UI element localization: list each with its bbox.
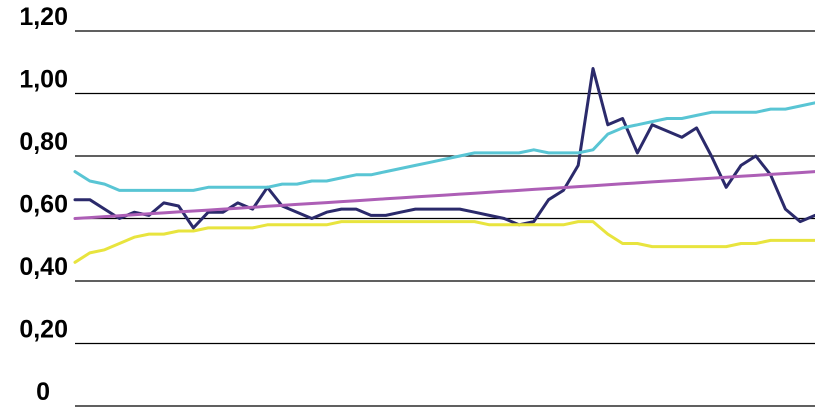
y-tick-label: 1,20 — [19, 3, 68, 31]
grid-lines — [75, 30, 815, 407]
series-line-3 — [73, 220, 815, 264]
series-line-2 — [73, 170, 815, 220]
series-line-1 — [73, 101, 815, 192]
y-tick-label: 0,40 — [19, 253, 68, 281]
y-tick-label: 0 — [36, 378, 50, 406]
y-tick-label: 1,00 — [19, 66, 68, 94]
series-lines — [73, 67, 815, 264]
y-tick-label: 0,20 — [19, 316, 68, 344]
y-axis-tick-labels: 1,20 1,00 0,80 0,60 0,40 0,20 0 — [19, 3, 68, 406]
y-tick-label: 0,60 — [19, 191, 68, 219]
series-line-0 — [73, 67, 815, 230]
y-tick-label: 0,80 — [19, 128, 68, 156]
